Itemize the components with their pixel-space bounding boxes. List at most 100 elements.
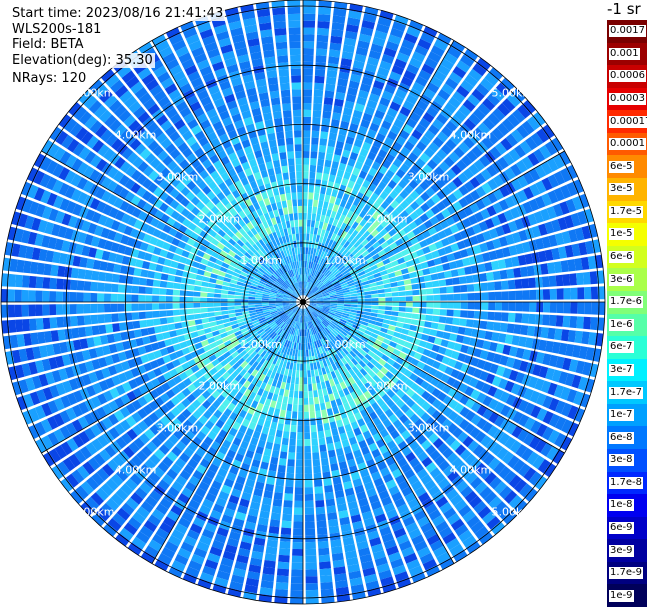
range-bin xyxy=(582,271,591,285)
range-bin xyxy=(541,193,552,207)
range-bin xyxy=(165,400,175,410)
range-bin xyxy=(411,534,425,546)
range-bin xyxy=(446,204,457,215)
range-bin xyxy=(215,419,225,429)
range-bin xyxy=(227,129,238,139)
range-bin xyxy=(536,423,548,437)
range-bin xyxy=(305,281,308,289)
range-bin xyxy=(491,127,505,141)
range-bin xyxy=(173,136,185,148)
range-bin xyxy=(322,306,330,309)
range-bin xyxy=(443,227,453,237)
range-bin xyxy=(381,210,390,219)
range-bin xyxy=(535,238,545,250)
range-bin xyxy=(511,335,520,346)
range-bin xyxy=(162,331,171,340)
range-bin xyxy=(181,408,192,419)
range-bin xyxy=(303,116,311,124)
range-bin xyxy=(432,287,440,294)
range-bin xyxy=(165,27,181,39)
range-bin xyxy=(290,241,294,249)
range-bin xyxy=(165,143,177,155)
range-bin xyxy=(129,138,142,151)
range-bin xyxy=(160,120,173,132)
range-bin xyxy=(139,482,152,494)
range-bin xyxy=(206,190,216,200)
range-bin xyxy=(264,398,272,407)
range-bin xyxy=(251,400,259,409)
range-bin xyxy=(316,317,322,324)
range-bin xyxy=(226,537,239,548)
range-bin xyxy=(232,459,242,469)
range-bin xyxy=(110,220,121,231)
range-bin xyxy=(255,379,263,388)
range-bin xyxy=(205,332,214,339)
range-bin xyxy=(99,449,111,462)
range-bin xyxy=(319,258,325,266)
range-bin xyxy=(136,186,147,198)
range-bin xyxy=(108,207,119,219)
range-bin xyxy=(390,124,401,135)
range-bin xyxy=(380,403,390,413)
range-bin xyxy=(348,368,356,377)
range-bin xyxy=(71,158,83,172)
range-bin xyxy=(304,315,307,323)
range-bin xyxy=(327,272,334,279)
range-bin xyxy=(459,449,472,461)
range-bin xyxy=(334,361,341,369)
range-bin xyxy=(326,408,334,416)
range-bin xyxy=(223,340,232,347)
range-bin xyxy=(228,287,236,292)
range-bin xyxy=(345,277,353,282)
range-bin xyxy=(308,390,313,398)
range-bin xyxy=(328,217,335,225)
range-bin xyxy=(69,122,83,137)
range-bin xyxy=(320,345,326,354)
range-bin xyxy=(447,470,460,482)
range-bin xyxy=(475,172,487,185)
range-bin xyxy=(377,461,388,471)
range-bin xyxy=(488,496,502,510)
range-bin xyxy=(239,498,250,508)
range-bin xyxy=(321,267,327,274)
range-bin xyxy=(527,325,536,337)
range-bin xyxy=(191,46,205,58)
range-bin xyxy=(198,136,209,147)
range-bin xyxy=(189,523,203,534)
range-bin xyxy=(222,371,231,380)
range-bin xyxy=(174,523,188,535)
range-bin xyxy=(460,485,473,498)
range-bin xyxy=(245,449,255,459)
range-bin xyxy=(314,186,321,194)
range-bin xyxy=(234,374,243,382)
range-bin xyxy=(313,289,320,294)
range-bin xyxy=(323,373,329,382)
range-bin xyxy=(245,322,253,328)
range-bin xyxy=(312,286,318,293)
range-bin xyxy=(347,319,355,324)
range-bin xyxy=(305,555,317,563)
range-bin xyxy=(306,315,310,322)
range-bin xyxy=(333,337,340,345)
range-bin xyxy=(266,476,276,485)
range-bin xyxy=(107,166,119,179)
range-bin xyxy=(485,240,495,251)
range-bin xyxy=(303,75,313,83)
range-bin xyxy=(289,298,297,301)
range-bin xyxy=(92,382,103,395)
range-bin xyxy=(149,360,159,369)
range-bin xyxy=(230,174,240,184)
range-bin xyxy=(399,374,409,384)
range-bin xyxy=(267,268,274,275)
range-bin xyxy=(201,528,215,540)
range-bin xyxy=(561,419,573,434)
range-bin xyxy=(211,346,220,354)
range-bin xyxy=(229,217,238,226)
range-bin xyxy=(295,370,300,378)
range-bin xyxy=(257,258,264,266)
range-bin xyxy=(290,295,297,300)
range-bin xyxy=(424,175,435,186)
range-bin xyxy=(312,110,322,118)
range-bin xyxy=(475,199,486,210)
range-bin xyxy=(123,446,135,459)
